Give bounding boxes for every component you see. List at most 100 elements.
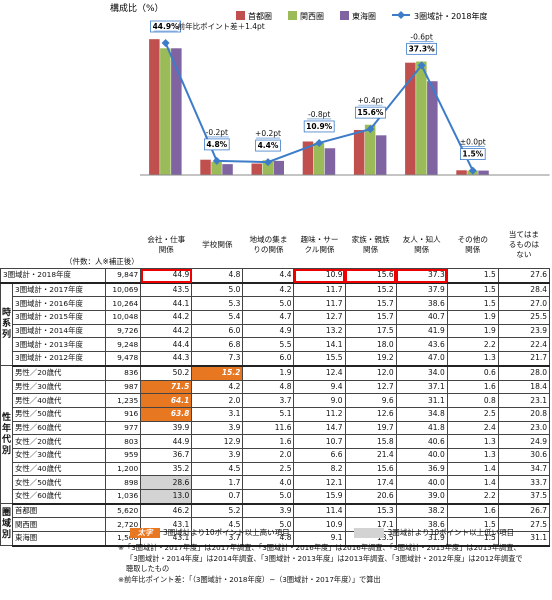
cell-value: 46.2 (140, 503, 193, 519)
line-point (212, 156, 221, 165)
cell-value: 15.6 (344, 461, 397, 477)
line-label: 1.5% (462, 150, 483, 159)
cell-value: 4.7 (242, 310, 295, 325)
cell-value: 17.4 (344, 475, 397, 490)
row-label: 男性／50歳代 (12, 406, 107, 422)
cell-value: 1.9 (446, 310, 499, 325)
cell-value: 6.8 (191, 337, 244, 353)
row-count: 803 (105, 434, 142, 449)
table-row: 時系列 3圏域計・2017年度 10,069 43.5 5.0 4.2 11.7 15.2 37… (0, 282, 551, 367)
column-header: 趣味・サー クル関係 (300, 235, 339, 254)
bar-東海圏 (478, 170, 489, 175)
bar-chart: 構成比（%） 44.9%前年比ポイント差＋1.4pt 4.8% -0.2pt 4.4%… (110, 2, 550, 176)
cell-value: 14.1 (293, 337, 346, 353)
row-label: 女性／30歳代 (12, 447, 107, 463)
cell-value: 4.0 (242, 475, 295, 490)
row-count: 9,726 (105, 323, 142, 339)
cell-value: 12.9 (191, 434, 244, 449)
line-label-box (303, 120, 335, 133)
cell-value: 37.9 (395, 282, 448, 298)
hi-legend-text: 3圏域計より10ポイント以上高い項目 (163, 528, 290, 537)
row-label: 3圏域計・2012年度 (12, 351, 107, 367)
table-row: 圏域別首都圏 5,620 46.2 5.2 3.9 11.4 15.3 38.2 1.6 26.7 (0, 503, 551, 547)
row-count: 10,069 (105, 282, 142, 298)
cell-value: 5.2 (191, 503, 244, 519)
cell-value: 28.0 (497, 365, 551, 381)
cell-value: 44.2 (140, 310, 193, 325)
row-label: 女性／20歳代 (12, 434, 107, 449)
line-label: 10.9% (306, 122, 333, 131)
y-axis-label: 構成比（%） (110, 2, 164, 14)
change-label: +0.4pt (357, 96, 383, 105)
cell-value: 15.2 (344, 282, 397, 298)
cell-value: 0.8 (446, 393, 499, 408)
cell-value: 36.7 (140, 447, 193, 463)
column-header: 地域の集ま りの関係 (249, 235, 288, 254)
cell-value: 4.4 (242, 267, 295, 284)
cell-value: 1.5 (446, 282, 499, 298)
change-label: ±0.0pt (460, 138, 486, 147)
cell-value: 4.2 (242, 282, 295, 298)
group-label: 時系列 (0, 282, 14, 367)
change-label: +0.2pt (255, 129, 281, 138)
row-label: 3圏域計・2014年度 (12, 323, 107, 339)
cell-value: 0.7 (191, 488, 244, 505)
cell-value: 2.4 (446, 420, 499, 436)
table-row: 性年代別男性／20歳代 836 50.2 15.2 1.9 12.4 12.0 34.0 0.6… (0, 365, 551, 505)
cell-value: 71.5 (140, 379, 193, 395)
cell-value: 33.7 (497, 475, 551, 490)
cell-value: 15.7 (344, 310, 397, 325)
cell-value: 64.1 (140, 393, 193, 408)
legend-label: 3圏域計・2018年度 (414, 11, 487, 21)
cell-value: 3.1 (191, 406, 244, 422)
cell-value: 11.6 (242, 420, 295, 436)
line-label: 4.8% (206, 140, 227, 149)
row-count: 987 (105, 379, 142, 395)
cell-value: 21.7 (497, 351, 551, 367)
table-legend: 太字 3圏域計より10ポイント以上高い項目 3圏域計より10ポイント以上低い項目 (130, 527, 514, 538)
cell-value: 2.0 (191, 393, 244, 408)
cell-value: 20.8 (497, 406, 551, 422)
cell-value: 41.8 (395, 420, 448, 436)
column-header: 友人・知人 関係 (402, 235, 441, 254)
change-label: -0.8pt (308, 110, 330, 119)
cell-value: 18.4 (497, 379, 551, 395)
cell-value: 34.0 (395, 365, 448, 381)
table-row: 男性／40歳代 1,235 64.1 2.0 3.7 9.0 9.6 31.1 0.8 23.1 (1, 393, 551, 408)
cell-value: 1.5 (446, 296, 499, 312)
cell-value: 6.0 (242, 351, 295, 367)
line-label-box (459, 148, 486, 160)
cell-value: 1.6 (446, 379, 499, 395)
cell-value: 11.2 (293, 406, 346, 422)
line-label: 44.9% (153, 22, 180, 31)
cell-value: 44.2 (140, 323, 193, 339)
row-label: 関西圏 (12, 517, 107, 533)
bar-首都圏 (149, 39, 160, 176)
table-row: 3圏域計・2018年度 9,847 44.9 4.8 4.4 10.9 15.6 37.3 1.… (0, 267, 551, 284)
cell-value: 31.9 (395, 531, 448, 547)
bar-首都圏 (405, 62, 416, 175)
cell-value: 5.0 (242, 296, 295, 312)
row-count: 10,264 (105, 296, 142, 312)
bar-首都圏 (456, 170, 467, 175)
group-label: 性年代別 (0, 365, 14, 505)
cell-value: 23.9 (497, 323, 551, 339)
cell-value: 1.3 (446, 351, 499, 367)
bar-東海圏 (375, 135, 387, 175)
cell-value: 15.5 (293, 351, 346, 367)
cell-value: 3.9 (242, 503, 295, 519)
row-count: 898 (105, 475, 142, 490)
cell-value: 11.4 (293, 503, 346, 519)
cell-value: 15.7 (344, 296, 397, 312)
row-count: 9,847 (105, 267, 142, 284)
bar-関西圏 (416, 61, 427, 175)
line-point (417, 61, 426, 70)
row-count: 1,200 (105, 461, 142, 477)
table-row: 男性／30歳代 987 71.5 4.2 4.8 9.4 12.7 37.1 1.6 18.4 (1, 379, 551, 395)
line-point (264, 158, 272, 167)
legend-line-marker (397, 11, 405, 19)
row-label: 3圏域計・2015年度 (12, 310, 107, 325)
cell-value: 44.4 (140, 337, 193, 353)
row-label: 東海圏 (12, 531, 107, 547)
cell-value: 15.6 (344, 267, 397, 284)
